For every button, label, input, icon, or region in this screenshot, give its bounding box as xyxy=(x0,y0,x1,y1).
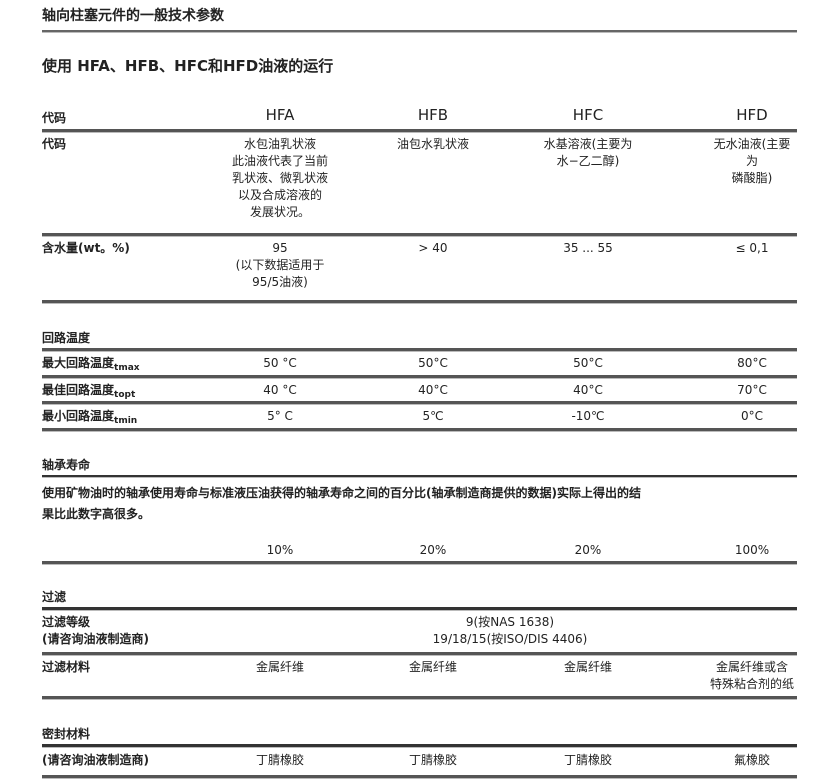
water-hfd: ≤ 0,1 xyxy=(735,241,769,255)
seal-hfb: 丁腈橡胶 xyxy=(408,753,458,767)
circuit-temp-heading: 回路温度 xyxy=(42,331,91,345)
divider xyxy=(42,561,797,565)
divider xyxy=(42,775,797,779)
bearing-life-text: 使用矿物油时的轴承使用寿命与标准液压油获得的轴承寿命之间的百分比(轴承制造商提供… xyxy=(42,486,641,521)
tmax-hfa: 50 °C xyxy=(263,356,297,370)
life-hfa: 10% xyxy=(266,543,294,557)
divider xyxy=(42,233,797,237)
water-hfc: 35 ... 55 xyxy=(563,241,613,255)
topt-hfc: 40°C xyxy=(573,383,603,397)
tmin-hfc: -10℃ xyxy=(571,409,605,423)
code-hfd: 无水油液(主要为 磷酸脂) xyxy=(713,137,791,185)
seal-heading: 密封材料 xyxy=(42,727,91,741)
tmax-hfb: 50°C xyxy=(418,356,448,370)
water-row-label: 含水量(wt。%) xyxy=(42,241,130,255)
seal-hfd: 氟橡胶 xyxy=(733,753,771,767)
divider xyxy=(42,300,797,304)
seal-hfa: 丁腈橡胶 xyxy=(255,753,305,767)
tmin-hfa: 5° C xyxy=(267,409,293,423)
header-hfa: HFA xyxy=(265,106,295,124)
filter-grade-value: 9(按NAS 1638) 19/18/15(按ISO/DIS 4406) xyxy=(432,615,588,646)
topt-hfb: 40°C xyxy=(418,383,448,397)
divider xyxy=(42,30,797,33)
water-hfa: 95 (以下数据适用于 95/5油液) xyxy=(235,241,325,289)
seal-label: (请咨询油液制造商) xyxy=(42,753,149,767)
divider xyxy=(42,401,797,405)
life-hfd: 100% xyxy=(734,543,770,557)
divider xyxy=(42,475,797,478)
filtration-heading: 过滤 xyxy=(42,590,67,604)
divider xyxy=(42,607,797,611)
topt-hfd: 70°C xyxy=(737,383,767,397)
filter-material-hfc: 金属纤维 xyxy=(563,660,613,674)
divider xyxy=(42,744,797,748)
seal-hfc: 丁腈橡胶 xyxy=(563,753,613,767)
tmin-label: 最小回路温度tmin xyxy=(42,409,138,426)
code-hfa: 水包油乳状液 此油液代表了当前 乳状液、微乳状液 以及合成溶液的 发展状况。 xyxy=(231,137,329,219)
header-hfc: HFC xyxy=(572,106,604,124)
life-hfc: 20% xyxy=(574,543,602,557)
bearing-life-heading: 轴承寿命 xyxy=(42,458,91,472)
filter-grade-label: 过滤等级 (请咨询油液制造商) xyxy=(42,615,149,646)
filter-material-label: 过滤材料 xyxy=(42,660,91,674)
tmax-label: 最大回路温度tmax xyxy=(42,356,140,373)
life-hfb: 20% xyxy=(419,543,447,557)
water-hfb: > 40 xyxy=(418,241,448,255)
tmin-hfb: 5℃ xyxy=(422,409,444,423)
divider xyxy=(42,375,797,379)
header-hfb: HFB xyxy=(417,106,449,124)
tmax-hfd: 80°C xyxy=(737,356,767,370)
divider xyxy=(42,652,797,656)
topt-label: 最佳回路温度topt xyxy=(42,383,136,400)
topt-hfa: 40 °C xyxy=(263,383,297,397)
code-hfb: 油包水乳状液 xyxy=(396,137,470,151)
tmax-hfc: 50°C xyxy=(573,356,603,370)
section-subtitle: 使用 HFA、HFB、HFC和HFD油液的运行 xyxy=(42,57,334,75)
header-label: 代码 xyxy=(42,111,67,125)
divider xyxy=(42,428,797,432)
code-hfc: 水基溶液(主要为 水−乙二醇) xyxy=(543,137,633,168)
document-title: 轴向柱塞元件的一般技术参数 xyxy=(42,8,224,24)
divider xyxy=(42,129,797,133)
filter-material-hfb: 金属纤维 xyxy=(408,660,458,674)
code-row-label: 代码 xyxy=(42,137,67,151)
divider xyxy=(42,348,797,352)
tmin-hfd: 0°C xyxy=(740,409,764,423)
header-hfd: HFD xyxy=(736,106,768,124)
filter-material-hfd: 金属纤维或含 特殊粘合剂的纸 xyxy=(709,660,795,691)
filter-material-hfa: 金属纤维 xyxy=(255,660,305,674)
divider xyxy=(42,696,797,700)
